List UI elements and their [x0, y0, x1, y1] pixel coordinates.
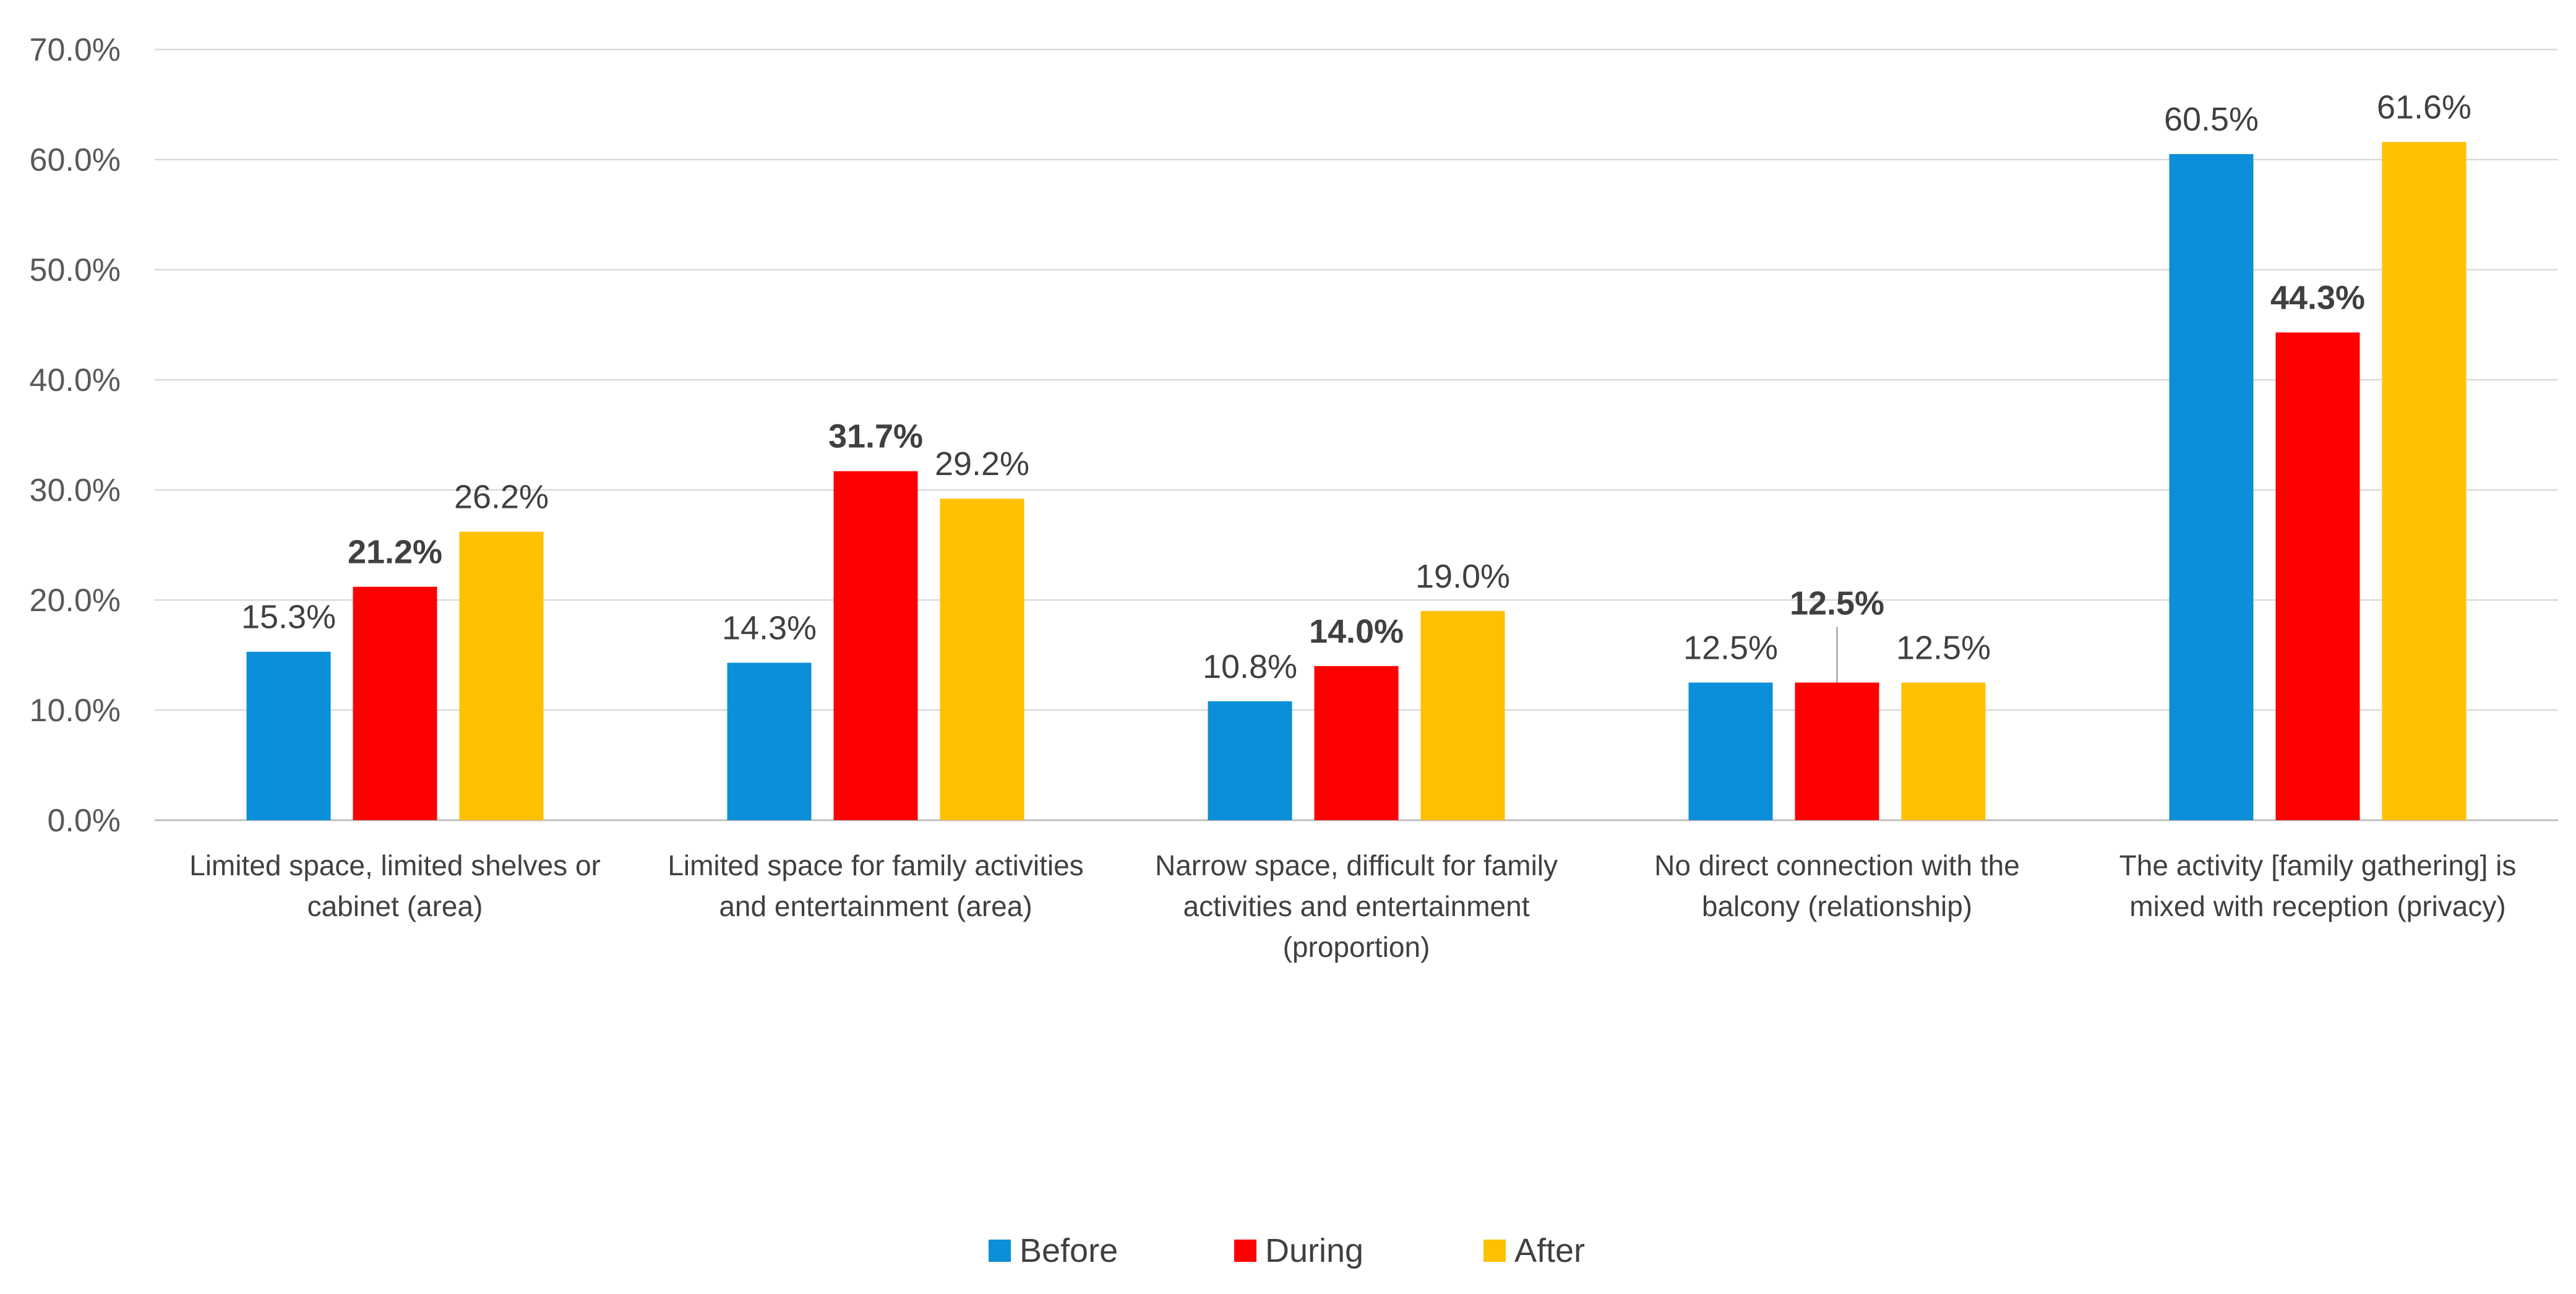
- legend-swatch: [1234, 1240, 1256, 1262]
- gridlines: [155, 48, 2558, 821]
- legend-label: Before: [1020, 1232, 1118, 1269]
- y-tick-label: 0.0%: [47, 803, 121, 839]
- data-labels: 15.3% 21.2% 26.2% 14.3% 31.7% 29.2% 10.8% 14.0%…: [241, 89, 2471, 685]
- category-label-line: and entertainment (area): [719, 890, 1032, 922]
- category-label-line: Narrow space, difficult for family: [1155, 849, 1558, 881]
- category-label-line: activities and entertainment: [1183, 890, 1530, 922]
- category-label-line: balcony (relationship): [1702, 890, 1972, 922]
- data-label-after: 61.6%: [2377, 89, 2471, 126]
- category-label-line: Limited space, limited shelves or: [189, 849, 601, 881]
- category-label: No direct connection with the balcony (re…: [1654, 849, 2020, 922]
- y-tick-label: 40.0%: [30, 362, 121, 398]
- bar-before: [246, 651, 331, 820]
- legend-label: During: [1265, 1232, 1363, 1269]
- bar-after: [940, 499, 1024, 820]
- data-label-during: 12.5%: [1790, 585, 1884, 622]
- bar-before: [2169, 154, 2254, 821]
- category-label-line: cabinet (area): [307, 890, 483, 922]
- data-label-before: 12.5%: [1683, 630, 1778, 667]
- data-label-before: 60.5%: [2164, 101, 2259, 138]
- data-label-after: 12.5%: [1896, 630, 1991, 667]
- bar-after: [1420, 611, 1505, 820]
- category-label-line: No direct connection with the: [1654, 849, 2020, 881]
- bar-after: [2382, 142, 2467, 820]
- y-tick-label: 10.0%: [30, 693, 121, 729]
- bar-before: [727, 662, 812, 820]
- category-label-line: (proportion): [1283, 931, 1430, 963]
- bar-before: [1208, 701, 1292, 820]
- category-label: Narrow space, difficult for family activi…: [1155, 849, 1558, 963]
- legend-item-before[interactable]: Before: [989, 1232, 1118, 1269]
- data-label-after: 19.0%: [1415, 558, 1510, 595]
- category-label-line: Limited space for family activities: [668, 849, 1083, 881]
- legend-swatch: [989, 1240, 1011, 1262]
- y-tick-label: 50.0%: [30, 252, 121, 288]
- y-axis-tick-labels: 0.0% 10.0% 20.0% 30.0% 40.0% 50.0% 60.0% 70.0%: [30, 32, 121, 839]
- data-label-during: 21.2%: [348, 534, 442, 571]
- y-tick-label: 60.0%: [30, 142, 121, 178]
- data-label-before: 10.8%: [1203, 648, 1297, 685]
- y-tick-label: 30.0%: [30, 473, 121, 508]
- category-label-line: mixed with reception (privacy): [2129, 890, 2505, 922]
- category-label-line: The activity [family gathering] is: [2119, 849, 2517, 881]
- bars: [246, 142, 2467, 821]
- bar-after: [459, 531, 544, 820]
- data-label-during: 44.3%: [2270, 279, 2365, 316]
- category-label: Limited space for family activities and e…: [668, 849, 1083, 922]
- data-label-during: 31.7%: [828, 418, 923, 455]
- legend-item-during[interactable]: During: [1234, 1232, 1363, 1269]
- data-label-before: 14.3%: [722, 609, 817, 646]
- bar-during: [1314, 666, 1399, 820]
- x-axis-category-labels: Limited space, limited shelves or cabinet…: [189, 849, 2516, 963]
- bar-during: [353, 586, 437, 820]
- legend-label: After: [1514, 1232, 1585, 1269]
- bar-during: [1795, 682, 1879, 820]
- legend[interactable]: Before During After: [989, 1232, 1585, 1269]
- bar-after: [1901, 682, 1986, 820]
- bar-during: [2275, 332, 2360, 820]
- data-label-during: 14.0%: [1309, 613, 1404, 650]
- y-tick-label: 70.0%: [30, 32, 121, 68]
- legend-item-after[interactable]: After: [1483, 1232, 1585, 1269]
- bar-during: [833, 471, 918, 820]
- category-label: Limited space, limited shelves or cabinet…: [189, 849, 601, 922]
- y-tick-label: 20.0%: [30, 583, 121, 619]
- data-label-after: 26.2%: [454, 479, 549, 516]
- data-label-after: 29.2%: [935, 445, 1029, 482]
- data-label-before: 15.3%: [241, 599, 336, 636]
- bar-before: [1688, 682, 1773, 820]
- category-label: The activity [family gathering] is mixed …: [2119, 849, 2517, 922]
- legend-swatch: [1483, 1240, 1506, 1262]
